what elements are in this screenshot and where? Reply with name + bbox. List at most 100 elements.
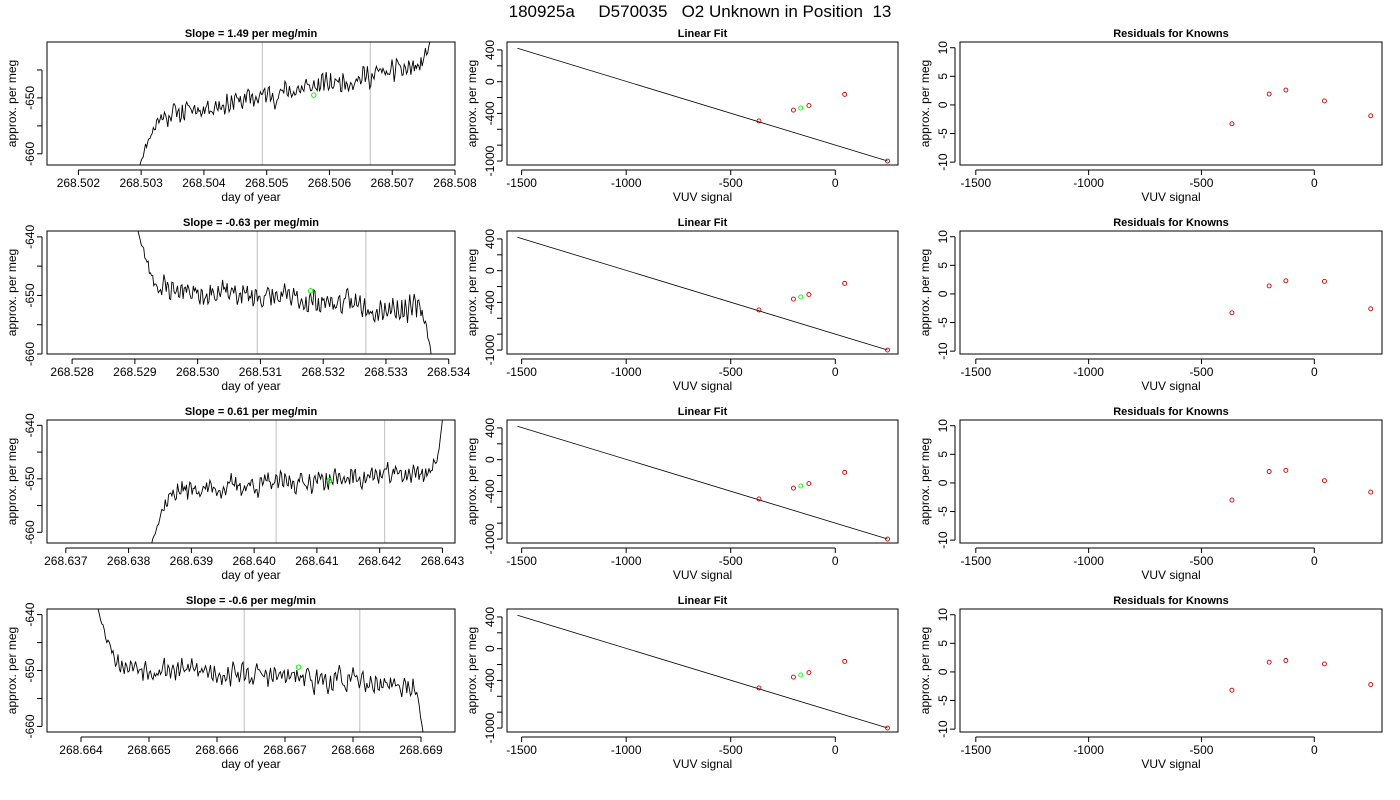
y-tick-label: -1000 (483, 145, 497, 176)
residual-point (1229, 121, 1235, 127)
plot-frame (959, 41, 1383, 166)
x-tick-label: 268.529 (113, 365, 157, 379)
x-tick-label: -1500 (506, 365, 537, 379)
y-axis-title: approx. per meg (918, 438, 932, 525)
residual-point (1322, 478, 1327, 484)
plot-area (1229, 87, 1374, 127)
x-tick-label: -1500 (960, 176, 991, 190)
plot-frame (46, 41, 456, 166)
y-axis-title: approx. per meg (918, 627, 932, 714)
plot-frame (506, 419, 899, 544)
unknown-point (798, 672, 804, 678)
y-tick-label: -640 (23, 225, 37, 249)
known-point (806, 103, 812, 109)
y-tick-label: 400 (483, 607, 497, 627)
y-axis-title: approx. per meg (918, 60, 932, 147)
plot-frame (46, 608, 456, 733)
y-tick-label: 10 (936, 41, 950, 55)
y-tick-label: 0 (483, 78, 497, 85)
x-tick-label: 268.504 (182, 176, 226, 190)
series-line (151, 420, 443, 543)
y-tick-label: -5 (936, 506, 950, 517)
plot-frame (506, 230, 899, 355)
known-point (842, 469, 848, 475)
x-tick-label: 268.506 (308, 176, 352, 190)
panel-time-4: 268.664 268.665 268.666 268.667 268.668 268.6… (5, 595, 456, 771)
y-tick-label: -660 (23, 520, 37, 544)
residual-point (1229, 687, 1235, 693)
y-tick-label: -400 (483, 101, 497, 125)
x-tick-label: 268.640 (232, 554, 276, 568)
x-tick-label: 268.505 (245, 176, 289, 190)
x-tick-label: -1000 (1073, 743, 1104, 757)
x-tick-label: 268.502 (57, 176, 101, 190)
x-tick-label: -500 (1189, 743, 1213, 757)
y-axis-title: approx. per meg (5, 249, 19, 336)
y-tick-label: -400 (483, 290, 497, 314)
known-point (806, 670, 812, 676)
known-point (842, 280, 848, 286)
y-tick-label: 5 (936, 262, 950, 269)
residual-point (1322, 98, 1327, 104)
y-tick-label: -1000 (483, 334, 497, 365)
panel-resid-2: -1500 -1000 -500 0 VUV signal -10 -5 0 5 10 approx… (918, 217, 1383, 393)
y-axis-title: approx. per meg (5, 627, 19, 714)
mean-marker (326, 477, 333, 484)
residual-point (1368, 682, 1374, 687)
plot-area (137, 231, 432, 354)
x-axis-title: VUV signal (1141, 568, 1200, 582)
panel-fit-3: -1500 -1000 -500 0 VUV signal -1000 -400 0 400 ap… (465, 406, 899, 582)
known-point (885, 536, 890, 542)
x-tick-label: 268.667 (263, 743, 307, 757)
plot-area (1229, 467, 1374, 503)
y-tick-label: -660 (23, 714, 37, 738)
fit-line (517, 47, 888, 162)
known-point (791, 674, 796, 680)
y-axis-title: approx. per meg (5, 60, 19, 147)
residual-point (1368, 113, 1374, 119)
x-tick-label: -500 (1189, 365, 1213, 379)
x-axis-title: day of year (221, 379, 280, 393)
residual-point (1266, 469, 1272, 474)
plot-area (517, 425, 890, 542)
x-tick-label: -500 (1189, 176, 1213, 190)
x-tick-label: -1000 (611, 554, 642, 568)
y-tick-label: 0 (483, 267, 497, 274)
x-tick-label: 268.664 (59, 743, 103, 757)
plot-area (517, 236, 890, 353)
mean-marker (295, 664, 302, 670)
x-tick-label: 0 (1311, 176, 1318, 190)
unknown-point (798, 483, 804, 489)
y-tick-label: -10 (936, 342, 950, 360)
residual-point (1322, 278, 1327, 284)
x-tick-label: -1500 (960, 743, 991, 757)
x-tick-label: -1000 (611, 365, 642, 379)
x-tick-label: 268.639 (170, 554, 214, 568)
y-tick-label: -400 (483, 668, 497, 692)
residual-point (1368, 489, 1374, 495)
x-tick-label: -1000 (611, 176, 642, 190)
x-tick-label: 268.530 (176, 365, 220, 379)
y-tick-label: -650 (23, 283, 37, 307)
panel-fit-2: -1500 -1000 -500 0 VUV signal -1000 -400 0 400 ap… (465, 217, 899, 393)
unknown-point (798, 105, 804, 111)
y-tick-label: -640 (23, 413, 37, 437)
x-axis-title: day of year (221, 190, 280, 204)
residual-point (1322, 661, 1327, 667)
residual-point (1266, 91, 1272, 97)
x-tick-label: -500 (719, 554, 743, 568)
panel-title: Linear Fit (678, 217, 728, 229)
y-tick-label: 10 (936, 230, 950, 244)
x-tick-label: -1500 (506, 554, 537, 568)
x-tick-label: 0 (832, 743, 839, 757)
panel-title: Slope = 1.49 per meg/min (185, 28, 318, 40)
plot-area (517, 614, 890, 731)
y-tick-label: 400 (483, 229, 497, 249)
known-point (756, 307, 762, 313)
x-tick-label: 268.668 (331, 743, 375, 757)
y-tick-label: 400 (483, 418, 497, 438)
x-tick-label: 268.503 (119, 176, 163, 190)
y-tick-label: -650 (23, 658, 37, 682)
x-tick-label: 268.531 (239, 365, 283, 379)
y-tick-label: -660 (23, 141, 37, 165)
